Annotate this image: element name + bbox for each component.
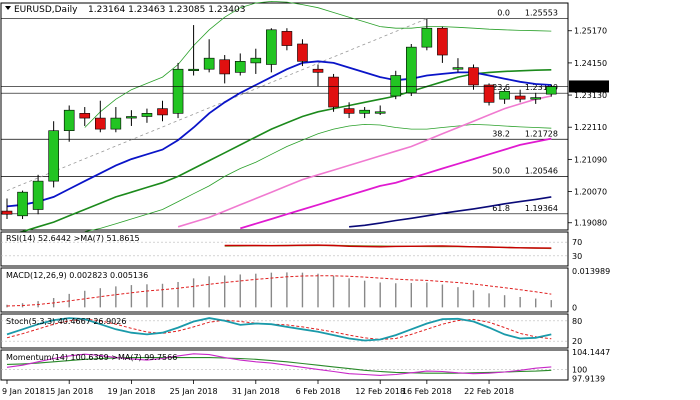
candle-body — [63, 109, 75, 131]
trendline — [6, 18, 428, 191]
stoch-title: Stoch(5,3,3) 40.4667 26.9026 — [6, 317, 126, 326]
x-tick-label: 16 Feb 2018 — [402, 387, 452, 396]
candle-body — [79, 113, 91, 119]
momentum-tick-label: 97.9139 — [572, 374, 605, 383]
x-tick-label: 19 Jan 2018 — [107, 387, 155, 396]
candle-body — [219, 59, 230, 75]
x-tick-label: 31 Jan 2018 — [232, 387, 280, 396]
candle-body — [203, 57, 215, 70]
fib-label: 0.0 — [497, 9, 510, 18]
fib-value: 1.19364 — [525, 204, 558, 213]
momentum-tick-label: 104.1447 — [572, 348, 610, 357]
candle-body — [234, 61, 246, 73]
rsi-line — [224, 244, 552, 249]
fib-label: 23.6 — [492, 83, 510, 92]
candle-body — [452, 67, 464, 70]
candle-body — [17, 191, 28, 217]
rsi-tick-label: 30 — [572, 252, 582, 261]
fib-label: 38.2 — [492, 129, 510, 138]
candle-body — [328, 76, 339, 108]
ma-green-line — [6, 69, 552, 236]
candle-body — [157, 108, 168, 116]
macd-tick-label: 0 — [572, 303, 577, 312]
stoch-tick-label: 20 — [572, 337, 582, 346]
x-tick-label: 6 Feb 2018 — [296, 387, 341, 396]
price-tick-label: 1.20070 — [574, 188, 607, 197]
candle-body — [530, 97, 542, 100]
x-tick-label: 22 Feb 2018 — [464, 387, 514, 396]
candle-body — [405, 46, 417, 94]
price-tag-box — [569, 80, 609, 93]
price-tick-label: 1.24150 — [574, 59, 607, 68]
price-tick-label: 1.22110 — [574, 123, 607, 132]
candle-body — [110, 117, 122, 130]
candle-body — [514, 95, 526, 100]
x-tick-label: 9 Jan 2018 — [2, 387, 45, 396]
price-tick-label: 1.23130 — [574, 91, 607, 100]
momentum-tick-label: 100 — [572, 365, 587, 374]
ma-blue-line — [6, 60, 552, 208]
candle-body — [48, 130, 59, 182]
price-tick-label: 1.19080 — [574, 219, 607, 228]
candle-body — [468, 67, 479, 86]
stoch-tick-label: 80 — [572, 317, 582, 326]
fib-value: 1.23190 — [525, 83, 558, 92]
macd-tick-label: 0.013989 — [572, 267, 610, 276]
price-tag: 1.23403 — [571, 83, 604, 92]
fib-value: 1.25553 — [525, 9, 558, 18]
rsi-title: RSI(14) 52.6442 >MA(7) 51.8615 — [6, 234, 140, 243]
x-tick-label: 15 Jan 2018 — [45, 387, 93, 396]
price-tick-label: 1.25170 — [574, 27, 607, 36]
stoch-d-line — [6, 318, 552, 341]
candle-body — [141, 113, 153, 117]
candle-body — [359, 109, 370, 114]
ohlc-values: 1.23164 1.23463 1.23085 1.23403 — [88, 5, 245, 15]
candle-body — [126, 116, 137, 119]
candle-body — [172, 68, 184, 114]
x-tick-label: 12 Feb 2018 — [355, 387, 405, 396]
bollinger-lower-line — [84, 123, 552, 232]
candle-body — [312, 68, 324, 73]
rsi-tick-label: 70 — [572, 238, 582, 247]
candle-body — [95, 117, 106, 130]
candle-body — [545, 86, 557, 95]
candle-body — [266, 29, 277, 65]
candle-body — [390, 75, 402, 97]
candle-body — [1, 210, 13, 215]
stoch-k-line — [6, 317, 552, 342]
macd-signal-line — [6, 275, 552, 307]
candle-body — [374, 111, 386, 114]
candle-body — [421, 27, 433, 48]
ma-magenta-line — [240, 137, 552, 230]
candle-body — [437, 27, 448, 56]
price-tick-label: 1.21090 — [574, 155, 607, 164]
macd-panel — [0, 267, 569, 313]
fib-label: 50.0 — [492, 167, 510, 176]
candle-body — [297, 43, 308, 62]
fib-value: 1.21728 — [525, 129, 558, 138]
ma-pink-line — [177, 95, 552, 228]
fib-value: 1.20546 — [525, 167, 558, 176]
rsi-panel — [0, 231, 569, 267]
candle-body — [499, 90, 510, 100]
candle-body — [281, 31, 293, 46]
chart-title-arrow-icon — [5, 6, 11, 10]
candle-body — [188, 68, 199, 72]
momentum-title: Momentum(14) 100.6369 >MA(7) 99.7566 — [6, 353, 177, 362]
bollinger-upper-line — [84, 0, 552, 128]
candle-body — [483, 84, 495, 103]
macd-title: MACD(12,26,9) 0.002823 0.005136 — [6, 271, 148, 280]
fib-label: 61.8 — [492, 204, 510, 213]
chart-title: EURUSD,Daily — [14, 5, 78, 15]
ma-navy-line — [349, 196, 552, 228]
momentum-line — [6, 353, 552, 376]
candle-body — [250, 57, 262, 64]
candle-body — [32, 180, 44, 210]
x-tick-label: 25 Jan 2018 — [170, 387, 218, 396]
candle-body — [343, 108, 355, 114]
